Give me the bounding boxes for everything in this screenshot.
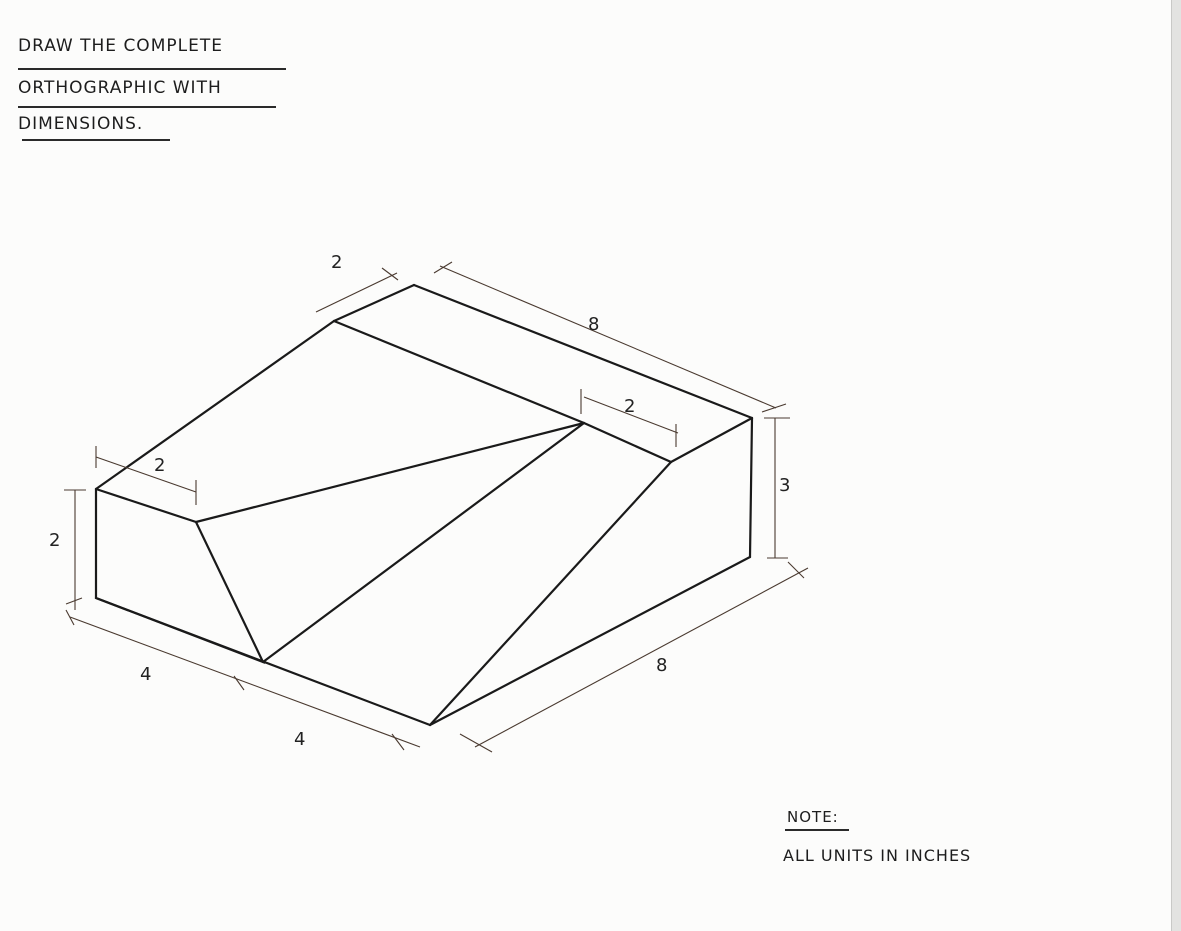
right-top-edge — [669, 416, 754, 464]
dim-bottom-depth-label: 8 — [656, 655, 667, 676]
dim-left-notch-label: 2 — [154, 455, 165, 476]
dimension-labels: 2 8 2 2 2 3 4 4 8 — [49, 252, 790, 750]
bottom-front-edge — [94, 596, 432, 727]
dim-top-length-label: 8 — [588, 314, 599, 335]
bottom-right-edge — [428, 555, 752, 727]
slope-top-edge — [194, 421, 586, 524]
dim-right-notch-label: 2 — [624, 396, 635, 417]
dimension-lines — [64, 261, 809, 753]
object-outline — [94, 283, 754, 727]
dim-left-height-label: 2 — [49, 530, 60, 551]
top-notch-edge — [332, 283, 416, 323]
instruction-underline-1 — [18, 68, 286, 70]
right-slope-edge — [428, 460, 673, 727]
note-text: ALL UNITS IN INCHES — [783, 846, 972, 865]
instruction-underline-3 — [22, 139, 170, 141]
paper-edge — [1171, 0, 1181, 931]
note-underline — [785, 829, 849, 831]
instruction-line-2: ORTHOGRAPHIC WITH — [18, 78, 222, 98]
note-title: NOTE: — [787, 808, 839, 826]
right-notch-edge — [582, 421, 673, 464]
instruction-line-3: DIMENSIONS. — [18, 114, 144, 134]
right-vertical-edge — [748, 416, 754, 559]
instruction-underline-2 — [18, 106, 276, 108]
ridge-edge — [332, 319, 586, 425]
dim-right-height-label: 3 — [779, 475, 790, 496]
top-back-edge — [412, 283, 754, 420]
dim-bottom-left-label: 4 — [140, 664, 151, 685]
dim-top-notch-label: 2 — [331, 252, 342, 273]
instruction-line-1: DRAW THE COMPLETE — [18, 36, 223, 56]
slope-diagonal-edge — [261, 421, 586, 664]
dim-bottom-right-label: 4 — [294, 729, 305, 750]
top-left-edge — [94, 319, 336, 491]
